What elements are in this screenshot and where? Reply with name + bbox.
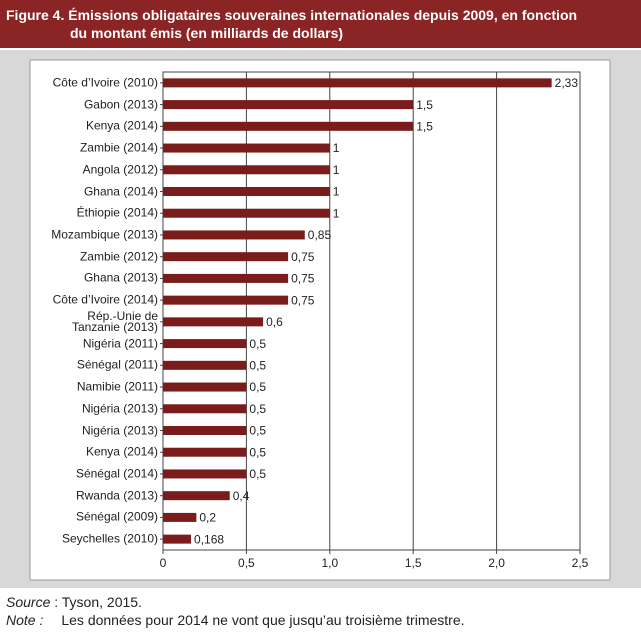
bar	[163, 534, 192, 544]
y-tick-label: Kenya (2014)	[85, 444, 158, 459]
bar	[163, 273, 289, 283]
bar	[163, 469, 247, 479]
bar	[163, 360, 247, 370]
bar	[163, 447, 247, 457]
bar	[163, 339, 247, 349]
value-label: 1	[333, 141, 340, 155]
bar	[163, 491, 230, 501]
bar	[163, 512, 197, 522]
note-label: Note :	[6, 612, 44, 628]
y-tick-label: Rép.-Unie de Tanzanie (2013)	[71, 308, 158, 334]
bar	[163, 78, 552, 88]
source-note: Source : Tyson, 2015.	[6, 594, 142, 610]
x-tick-label: 0	[160, 556, 167, 570]
x-tick-label: 2,5	[572, 556, 589, 570]
value-label: 2,33	[555, 76, 579, 90]
y-tick-label: Nigéria (2013)	[81, 401, 158, 416]
x-tick-label: 1,5	[405, 556, 422, 570]
note-text: : Tyson, 2015.	[50, 594, 142, 610]
bar	[163, 208, 330, 218]
x-tick-label: 2,0	[488, 556, 505, 570]
header: Figure 4. Émissions obligataires souvera…	[0, 0, 641, 48]
y-tick-label: Sénégal (2009)	[75, 509, 158, 524]
y-tick-label: Angola (2012)	[82, 162, 158, 177]
value-label: 0,5	[249, 424, 266, 438]
bar	[163, 121, 414, 131]
y-tick-label: Nigéria (2013)	[81, 423, 158, 437]
value-label: 0,75	[291, 293, 315, 307]
y-tick-label: Rwanda (2013)	[75, 488, 158, 503]
y-tick-label: Ghana (2013)	[83, 270, 158, 285]
bar	[163, 404, 247, 414]
y-tick-label: Gabon (2013)	[83, 97, 158, 112]
bar	[163, 230, 305, 240]
value-label: 1	[333, 206, 340, 220]
y-tick-label: Seychelles (2010)	[61, 531, 158, 546]
value-label: 0,85	[308, 228, 332, 242]
y-tick-label: Namibie (2011)	[76, 379, 158, 394]
value-label: 0,6	[266, 315, 283, 329]
y-tick-label: Sénégal (2014)	[75, 466, 158, 481]
value-label: 0,5	[249, 380, 266, 394]
x-tick-label: 1,0	[321, 556, 338, 570]
bar	[163, 426, 247, 435]
note: Note : Les données pour 2014 ne vont que …	[6, 612, 465, 628]
value-label: 0,5	[249, 445, 266, 459]
value-label: 0,5	[249, 358, 266, 372]
y-tick-label: Mozambique (2013)	[51, 227, 158, 242]
note-label: Source	[6, 594, 51, 610]
value-label: 0,2	[199, 511, 216, 525]
x-tick-label: 0,5	[238, 556, 255, 570]
bar	[163, 295, 289, 305]
y-tick-label: Zambie (2014)	[79, 140, 158, 155]
value-label: 1,5	[416, 119, 433, 133]
bar	[163, 165, 330, 175]
bar	[163, 100, 414, 110]
y-tick-label: Nigéria (2011)	[82, 336, 158, 351]
value-label: 1	[333, 163, 340, 177]
value-label: 0,5	[249, 337, 266, 351]
value-label: 0,75	[291, 250, 315, 264]
y-tick-label: Éthiopie (2014)	[76, 205, 158, 220]
value-label: 0,168	[194, 532, 224, 546]
value-label: 1,5	[416, 98, 433, 112]
note-text: Les données pour 2014 ne vont que jusqu’…	[61, 612, 465, 628]
bar	[163, 187, 330, 196]
value-label: 0,5	[249, 402, 266, 416]
bar	[163, 317, 264, 327]
y-tick-label: Zambie (2012)	[79, 249, 158, 264]
y-tick-label: Ghana (2014)	[83, 184, 158, 198]
bar	[163, 143, 330, 153]
value-label: 0,4	[233, 489, 250, 503]
title-line: du montant émis (en milliards de dollars…	[70, 25, 344, 41]
bar	[163, 252, 289, 262]
y-tick-label: Côte d’Ivoire (2010)	[52, 75, 158, 90]
y-tick-label: Sénégal (2011)	[76, 357, 158, 372]
value-label: 0,75	[291, 272, 315, 286]
title-line: Figure 4. Émissions obligataires souvera…	[6, 7, 578, 23]
value-label: 1	[333, 185, 340, 199]
y-tick-label: Kenya (2014)	[85, 118, 158, 133]
value-label: 0,5	[249, 467, 266, 481]
bar	[163, 382, 247, 392]
y-tick-label: Côte d’Ivoire (2014)	[52, 292, 158, 307]
